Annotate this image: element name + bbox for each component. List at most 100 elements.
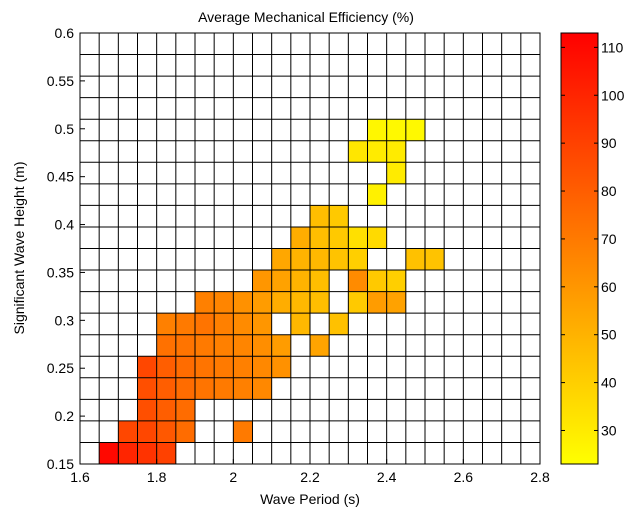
heatmap-cell: [252, 291, 272, 314]
y-tick-label: 0.15: [47, 456, 74, 472]
y-tick-label: 0.55: [47, 73, 74, 89]
heatmap-cell: [329, 226, 349, 249]
colorbar: [560, 32, 599, 465]
heatmap-cell: [233, 356, 253, 378]
heatmap-cell: [425, 248, 445, 271]
heatmap-cell: [367, 183, 387, 206]
heatmap-cell: [271, 270, 291, 292]
y-tick-label: 0.25: [47, 360, 74, 376]
y-tick-label: 0.5: [55, 121, 75, 137]
y-tick-label: 0.2: [55, 408, 75, 424]
heatmap-cell: [99, 442, 119, 464]
heatmap-cell: [195, 356, 215, 378]
heatmap-cell: [175, 377, 195, 400]
heatmap-cell: [233, 291, 253, 314]
x-tick-label: 2.8: [530, 469, 550, 485]
y-tick-label: 0.3: [55, 312, 75, 328]
heatmap-cell: [156, 442, 176, 464]
heatmap-cell: [290, 313, 310, 335]
heatmap-cell: [329, 313, 349, 335]
heatmap-cell: [310, 205, 330, 227]
heatmap-cell: [310, 226, 330, 249]
y-tick-label: 0.35: [47, 264, 74, 280]
heatmap-cell: [348, 140, 368, 163]
grid-lines: [80, 33, 540, 464]
heatmap-cell: [367, 270, 387, 292]
heatmap-cell: [367, 140, 387, 163]
heatmap-cell: [156, 420, 176, 443]
colorbar-tick-label: 60: [601, 279, 617, 295]
y-tick-label: 0.6: [55, 25, 75, 41]
colorbar-tick-label: 90: [601, 135, 617, 151]
colorbar-ticks: 30 40 50 60 70 80 90 100 110: [561, 39, 624, 438]
heatmap-cell: [175, 420, 195, 443]
colorbar-tick-label: 30: [601, 422, 617, 438]
heatmap-cell: [214, 356, 234, 378]
heatmap-cell: [118, 420, 138, 443]
heatmap-cell: [214, 313, 234, 335]
heatmap-cell: [386, 162, 406, 184]
x-tick-label: 1.6: [70, 469, 90, 485]
heatmap-cell: [137, 377, 157, 400]
x-tick-label: 2.2: [300, 469, 320, 485]
heatmap-cell: [290, 291, 310, 314]
heatmap-cell: [310, 270, 330, 292]
x-tick-label: 2.6: [454, 469, 474, 485]
colorbar-tick-label: 40: [601, 375, 617, 391]
heatmap-cell: [271, 248, 291, 271]
heatmap-cell: [156, 377, 176, 400]
y-tick-label: 0.4: [55, 217, 75, 233]
heatmap-cell: [271, 356, 291, 378]
heatmap-cell: [348, 226, 368, 249]
heatmap-cell: [175, 399, 195, 421]
heatmap-cell: [175, 334, 195, 357]
heatmap-cell: [329, 205, 349, 227]
heatmap-cell: [214, 377, 234, 400]
heatmap-cell: [310, 291, 330, 314]
colorbar-tick-label: 110: [601, 39, 624, 55]
heatmap-cell: [118, 442, 138, 464]
heatmap-cell: [156, 356, 176, 378]
heatmap-cell: [290, 270, 310, 292]
y-axis: 0.15 0.2 0.25 0.3 0.35 0.4 0.45 0.5 0.55 0.6: [47, 25, 85, 472]
x-tick-label: 2.4: [377, 469, 397, 485]
heatmap-cell: [195, 377, 215, 400]
x-tick-label: 2: [229, 469, 237, 485]
heatmap-cell: [156, 399, 176, 421]
heatmap-cell: [175, 313, 195, 335]
heatmap-cell: [367, 291, 387, 314]
heatmap-cell: [137, 356, 157, 378]
heatmap-cell: [405, 248, 425, 271]
heatmap-cell: [233, 313, 253, 335]
heatmap-cell: [214, 291, 234, 314]
colorbar-tick-label: 70: [601, 231, 617, 247]
heatmap-cell: [290, 248, 310, 271]
y-axis-title: Significant Wave Height (m): [11, 162, 27, 335]
y-tick-label: 0.45: [47, 169, 74, 185]
chart-title: Average Mechanical Efficiency (%): [198, 9, 414, 25]
heatmap-cell: [271, 291, 291, 314]
heatmap-cell: [233, 334, 253, 357]
heatmap-cell: [367, 226, 387, 249]
heatmap-cell: [405, 119, 425, 141]
heatmap-cells: [99, 119, 445, 464]
heatmap-cell: [386, 119, 406, 141]
x-tick-label: 1.8: [147, 469, 167, 485]
heatmap-cell: [386, 291, 406, 314]
heatmap-cell: [137, 420, 157, 443]
heatmap-cell: [290, 226, 310, 249]
heatmap-cell: [195, 291, 215, 314]
colorbar-tick-label: 80: [601, 183, 617, 199]
heatmap-cell: [252, 270, 272, 292]
heatmap-cell: [252, 356, 272, 378]
heatmap-cell: [156, 334, 176, 357]
heatmap-cell: [348, 291, 368, 314]
x-axis: 1.6 1.8 2 2.2 2.4 2.6 2.8: [70, 459, 550, 485]
heatmap-cell: [214, 334, 234, 357]
heatmap-cell: [195, 313, 215, 335]
heatmap-cell: [348, 248, 368, 271]
heatmap-cell: [386, 140, 406, 163]
heatmap-cell: [233, 420, 253, 443]
heatmap-cell: [252, 334, 272, 357]
heatmap-cell: [137, 442, 157, 464]
